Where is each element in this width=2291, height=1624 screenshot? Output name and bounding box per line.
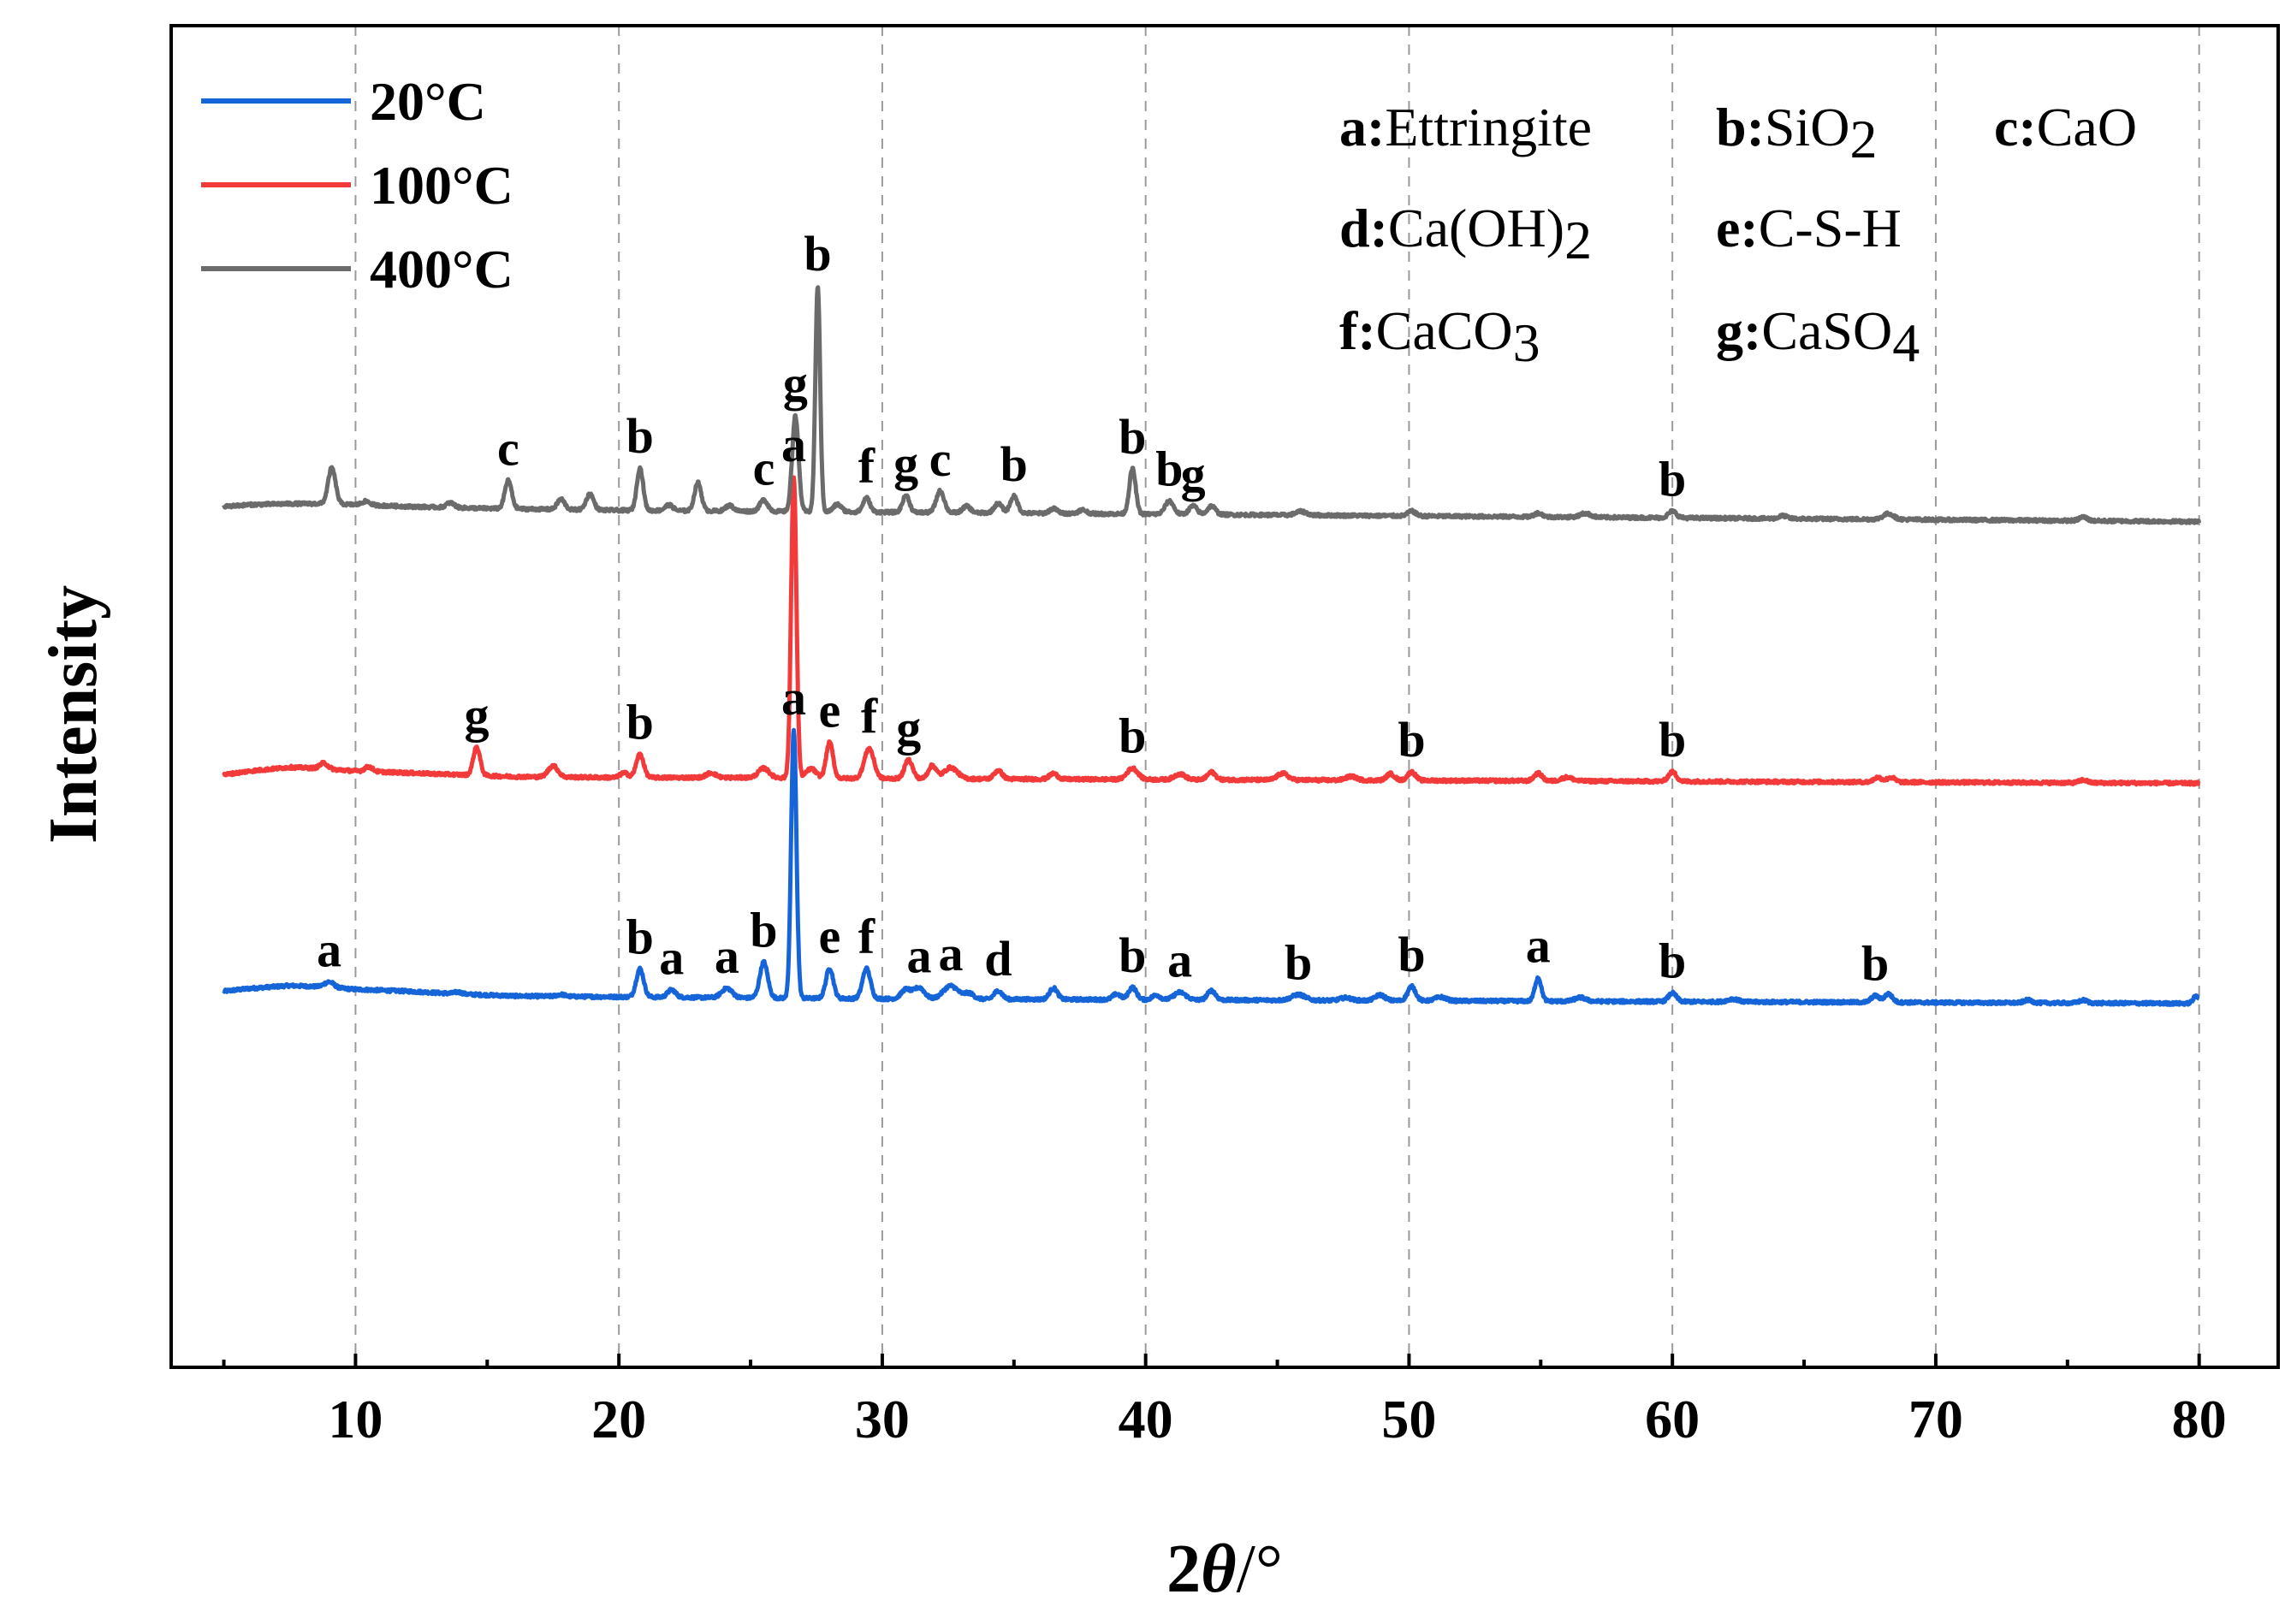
peak-label-s2-22: b — [1119, 409, 1146, 465]
peak-label-s0-26: a — [1526, 918, 1551, 974]
peak-label-s0-5: a — [715, 928, 739, 984]
phase-key-g: g:CaSO4 — [1716, 300, 1920, 373]
peak-label-s1-12: g — [896, 700, 921, 756]
phase-key-c: c:CaO — [1994, 97, 2137, 157]
peak-label-s2-16: c — [929, 431, 952, 487]
legend-label-100c: 100°C — [370, 155, 513, 216]
peak-label-s0-17: b — [1119, 928, 1146, 983]
peak-label-s2-15: g — [893, 436, 918, 491]
peak-label-s0-12: a — [938, 926, 963, 981]
peak-label-s2-14: f — [858, 438, 875, 494]
phase-key-f: f:CaCO3 — [1339, 300, 1540, 373]
peak-label-s1-10: e — [819, 683, 841, 738]
peak-label-s0-11: a — [907, 928, 932, 983]
grid-lines — [354, 26, 2200, 1367]
peak-label-s0-21: b — [1285, 934, 1312, 990]
peak-label-s1-17: b — [1119, 708, 1146, 764]
peak-label-s2-11: g — [783, 356, 808, 412]
series-line-0 — [222, 727, 2201, 1007]
peak-label-s0-9: f — [858, 909, 875, 964]
peak-label-s0-19: a — [1167, 933, 1192, 988]
peak-label-s0-7: a — [781, 670, 806, 726]
peak-label-s2-30: b — [1659, 452, 1686, 507]
x-tick-label-30: 30 — [855, 1389, 910, 1449]
peak-label-s0-30: b — [1861, 936, 1889, 992]
peak-label-s1-8: a — [781, 417, 806, 472]
peak-label-s0-6: b — [750, 903, 777, 958]
peak-label-s0-3: b — [626, 909, 654, 964]
peak-label-s0-0: a — [317, 922, 341, 978]
peak-label-s2-10: c — [753, 440, 775, 495]
peak-label-s1-2: g — [464, 687, 489, 743]
peak-label-s2-19: b — [1000, 436, 1028, 492]
peak-label-s2-24: g — [1181, 446, 1206, 501]
series-line-2 — [222, 285, 2202, 525]
x-tick-label-20: 20 — [591, 1389, 646, 1449]
peak-label-s2-23: b — [1155, 442, 1183, 497]
x-tick-label-70: 70 — [1908, 1389, 1963, 1449]
phase-key-a: a:Ettringite — [1339, 97, 1592, 157]
x-tick-label-40: 40 — [1119, 1389, 1173, 1449]
phase-key: a:Ettringite b:SiO2 c:CaO d:Ca(OH)2 e:C-… — [1339, 97, 2137, 373]
y-axis-title: Intensity — [36, 585, 111, 844]
peak-label-s2-12: b — [804, 226, 831, 282]
phase-key-b: b:SiO2 — [1716, 97, 1878, 169]
x-axis-ticks: 10 20 30 40 50 60 70 80 — [222, 1354, 2227, 1449]
peak-label-s0-14: d — [984, 931, 1012, 987]
series-line-1 — [222, 475, 2201, 787]
peak-label-s1-23: b — [1398, 712, 1425, 768]
legend-label-400c: 400°C — [370, 239, 513, 299]
peak-label-s1-11: f — [861, 689, 878, 744]
legend-label-20c: 20°C — [370, 71, 486, 132]
peak-label-s0-4: a — [659, 930, 684, 986]
x-tick-label-50: 50 — [1381, 1389, 1436, 1449]
peak-label-s0-28: b — [1659, 934, 1686, 989]
series-group — [222, 285, 2202, 1007]
peak-label-s1-5: b — [626, 694, 654, 750]
peak-label-s0-8: e — [819, 909, 841, 964]
peak-label-s0-24: b — [1398, 927, 1425, 982]
x-tick-label-60: 60 — [1645, 1389, 1700, 1449]
phase-key-e: e:C-S-H — [1716, 198, 1902, 258]
x-tick-label-10: 10 — [328, 1389, 383, 1449]
x-axis-title: 2θ/° — [1166, 1532, 1283, 1607]
plot-frame — [169, 24, 2280, 1369]
peak-label-s2-6: b — [626, 408, 654, 464]
x-tick-label-80: 80 — [2172, 1389, 2227, 1449]
phase-key-d: d:Ca(OH)2 — [1339, 198, 1592, 270]
legend: 20°C 100°C 400°C — [201, 71, 513, 299]
peak-label-s2-3: c — [497, 421, 519, 477]
peak-label-s1-26: b — [1659, 712, 1686, 768]
